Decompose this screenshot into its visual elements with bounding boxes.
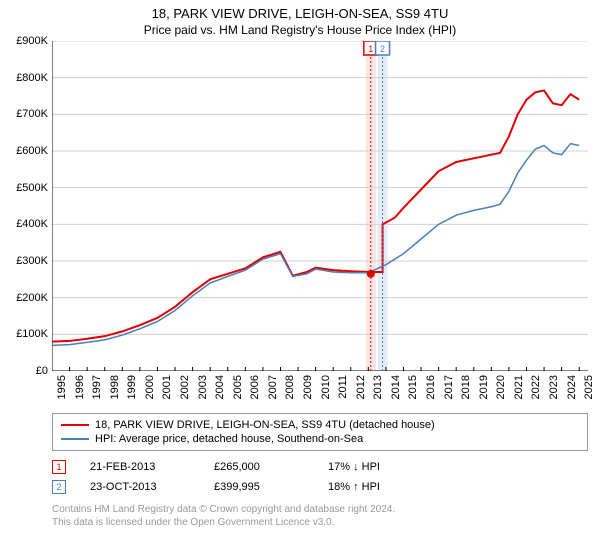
chart-svg: 12	[52, 41, 588, 371]
x-tick-label: 2011	[337, 375, 349, 399]
sales-table: 1 21-FEB-2013 £265,000 17% ↓ HPI 2 23-OCT-201…	[52, 457, 588, 497]
x-tick-label: 2020	[495, 375, 507, 399]
x-tick-label: 1998	[109, 375, 121, 399]
legend-item: 18, PARK VIEW DRIVE, LEIGH-ON-SEA, SS9 4…	[61, 418, 579, 432]
footer-line2: This data is licensed under the Open Gov…	[52, 516, 588, 529]
sale-marker-label: 1	[368, 44, 373, 54]
legend-box: 18, PARK VIEW DRIVE, LEIGH-ON-SEA, SS9 4…	[52, 413, 588, 451]
footer-attribution: Contains HM Land Registry data © Crown c…	[52, 503, 588, 529]
y-tick-label: £500K	[16, 182, 48, 194]
x-tick-label: 2019	[478, 375, 490, 399]
y-tick-label: £900K	[16, 35, 48, 47]
sale-point-dot	[367, 270, 375, 278]
sale-marker-label: 2	[380, 44, 385, 54]
y-tick-label: £600K	[16, 145, 48, 157]
y-tick-label: £800K	[16, 72, 48, 84]
legend-item: HPI: Average price, detached house, Sout…	[61, 432, 579, 446]
y-tick-label: £700K	[16, 108, 48, 120]
x-tick-label: 1999	[126, 375, 138, 399]
x-tick-label: 2013	[372, 375, 384, 399]
sale-price: £399,995	[214, 481, 304, 493]
x-tick-label: 2002	[179, 375, 191, 399]
x-tick-label: 2015	[407, 375, 419, 399]
x-axis-labels: 1995 1996 1997 1998 1999 2000 2001 2002 2003 2004…	[52, 371, 588, 413]
x-tick-label: 2025	[583, 375, 595, 399]
sale-row: 2 23-OCT-2013 £399,995 18% ↑ HPI	[52, 477, 588, 497]
x-tick-label: 1996	[74, 375, 86, 399]
x-tick-label: 1995	[56, 375, 68, 399]
y-tick-label: £0	[36, 365, 48, 377]
x-tick-label: 2005	[232, 375, 244, 399]
legend-swatch	[61, 424, 89, 426]
chart-subtitle: Price paid vs. HM Land Registry's House …	[0, 21, 600, 41]
x-tick-label: 2009	[302, 375, 314, 399]
x-tick-label: 2014	[390, 375, 402, 399]
x-tick-label: 2001	[161, 375, 173, 399]
sale-date: 23-OCT-2013	[90, 481, 190, 493]
x-tick-label: 1997	[91, 375, 103, 399]
x-tick-label: 2017	[443, 375, 455, 399]
x-tick-label: 2012	[355, 375, 367, 399]
series-hpi	[52, 144, 579, 346]
legend-swatch	[61, 438, 89, 440]
y-tick-label: £200K	[16, 292, 48, 304]
x-tick-label: 2023	[548, 375, 560, 399]
x-tick-label: 2018	[460, 375, 472, 399]
sale-price: £265,000	[214, 461, 304, 473]
x-tick-label: 2004	[214, 375, 226, 399]
footer-line1: Contains HM Land Registry data © Crown c…	[52, 503, 588, 516]
y-tick-label: £100K	[16, 328, 48, 340]
legend-label: 18, PARK VIEW DRIVE, LEIGH-ON-SEA, SS9 4…	[95, 419, 435, 431]
y-tick-label: £400K	[16, 218, 48, 230]
x-tick-label: 2003	[197, 375, 209, 399]
x-tick-label: 2016	[425, 375, 437, 399]
series-price_paid	[52, 91, 579, 342]
legend-label: HPI: Average price, detached house, Sout…	[95, 433, 363, 445]
x-tick-label: 2006	[249, 375, 261, 399]
y-tick-label: £300K	[16, 255, 48, 267]
x-tick-label: 2007	[267, 375, 279, 399]
chart-container: 18, PARK VIEW DRIVE, LEIGH-ON-SEA, SS9 4…	[0, 0, 600, 560]
x-tick-label: 2010	[320, 375, 332, 399]
sale-hpi-delta: 17% ↓ HPI	[328, 461, 380, 473]
x-tick-label: 2000	[144, 375, 156, 399]
chart-title-address: 18, PARK VIEW DRIVE, LEIGH-ON-SEA, SS9 4…	[0, 0, 600, 21]
x-tick-label: 2008	[284, 375, 296, 399]
x-tick-label: 2021	[513, 375, 525, 399]
sale-row-marker: 2	[52, 480, 66, 494]
sale-row-marker: 1	[52, 460, 66, 474]
chart-plot-area: 12 £0£100K£200K£300K£400K£500K£600K£700K…	[52, 41, 588, 371]
x-tick-label: 2022	[530, 375, 542, 399]
sale-hpi-delta: 18% ↑ HPI	[328, 481, 380, 493]
sale-date: 21-FEB-2013	[90, 461, 190, 473]
x-tick-label: 2024	[566, 375, 578, 399]
sale-row: 1 21-FEB-2013 £265,000 17% ↓ HPI	[52, 457, 588, 477]
